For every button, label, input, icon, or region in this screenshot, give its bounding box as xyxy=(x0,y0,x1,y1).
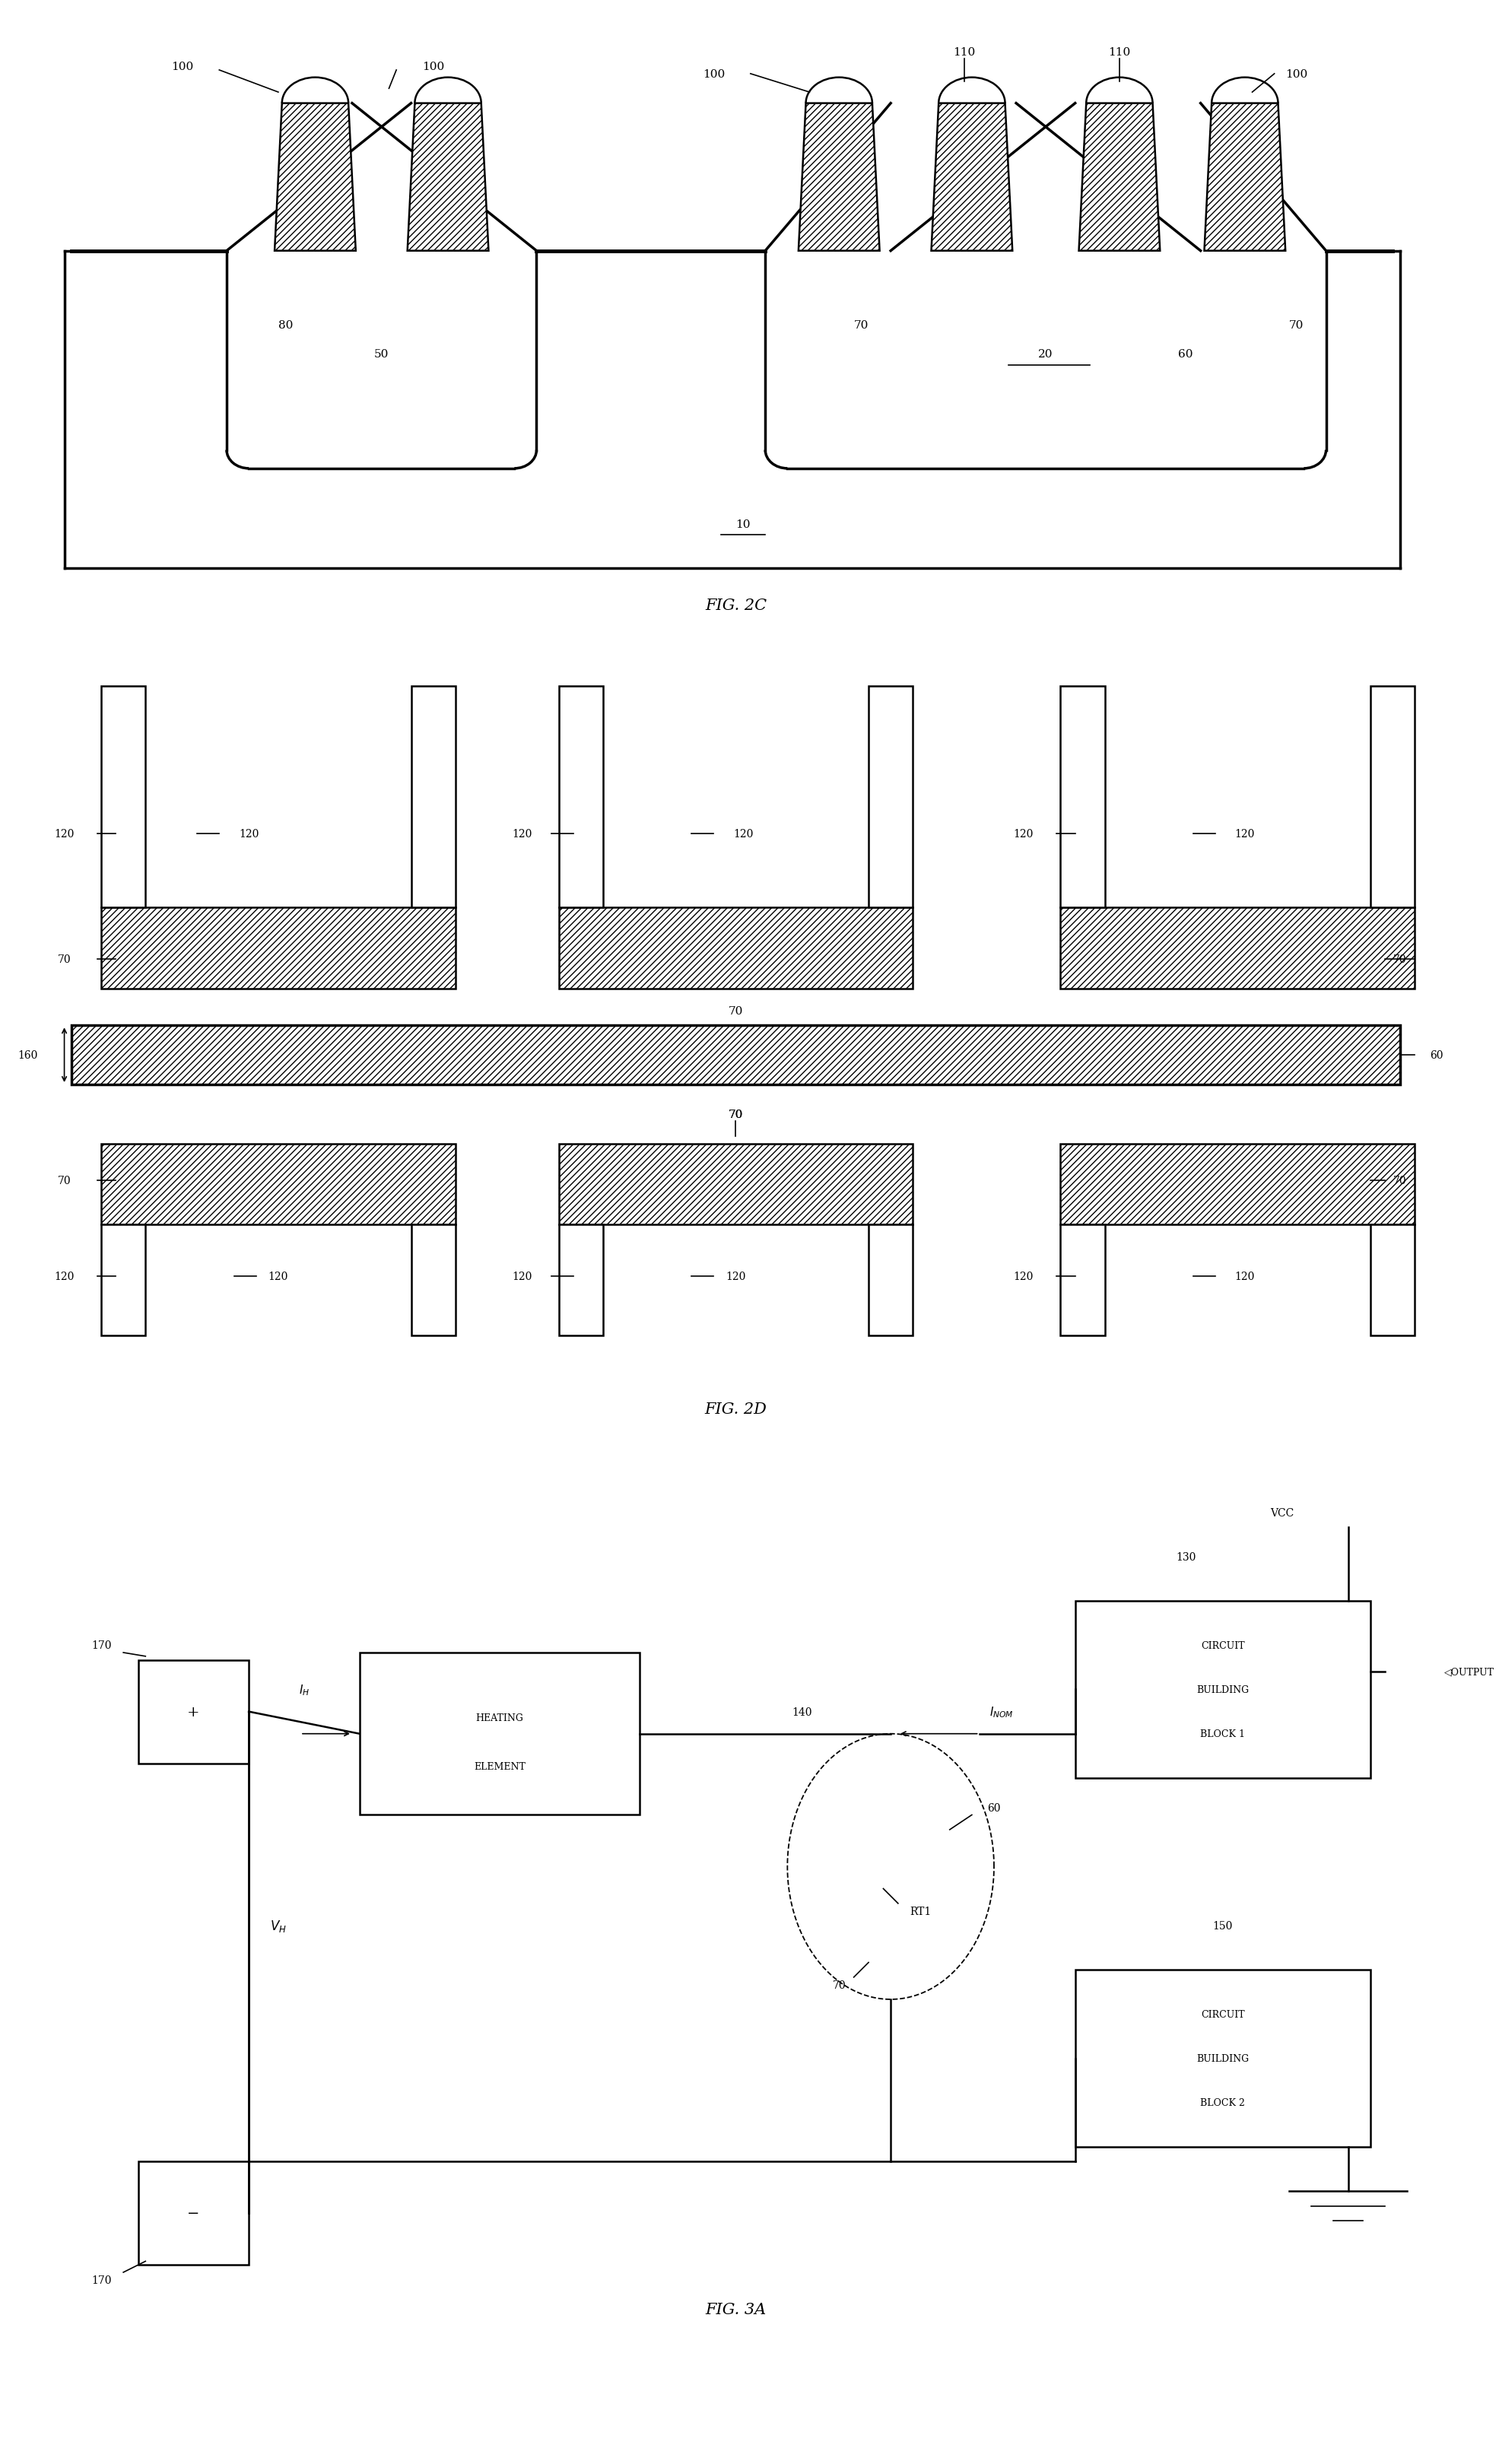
Text: 120: 120 xyxy=(511,828,532,840)
Bar xyxy=(102,1225,145,1335)
Text: 80: 80 xyxy=(279,320,292,330)
Text: 70: 70 xyxy=(57,954,70,966)
Bar xyxy=(72,1025,1400,1084)
Text: 120: 120 xyxy=(511,1271,532,1281)
Text: 70: 70 xyxy=(729,1109,744,1119)
Text: $V_H$: $V_H$ xyxy=(270,1917,286,1934)
Text: 100: 100 xyxy=(1285,69,1307,79)
Text: 120: 120 xyxy=(733,828,752,840)
Text: 120: 120 xyxy=(1235,1271,1255,1281)
Text: ◁OUTPUT: ◁OUTPUT xyxy=(1444,1668,1495,1678)
Text: 170: 170 xyxy=(91,2274,111,2284)
Text: ELEMENT: ELEMENT xyxy=(474,1762,526,1772)
Polygon shape xyxy=(931,103,1012,251)
Text: FIG. 2D: FIG. 2D xyxy=(705,1402,767,1417)
Text: 120: 120 xyxy=(1013,828,1033,840)
Text: $I_H$: $I_H$ xyxy=(298,1683,309,1698)
Text: 150: 150 xyxy=(1213,1919,1232,1932)
Text: 60: 60 xyxy=(1430,1050,1444,1060)
Bar xyxy=(102,907,456,988)
Text: RT1: RT1 xyxy=(910,1905,931,1917)
Text: 70: 70 xyxy=(57,1175,70,1185)
Bar xyxy=(138,1661,249,1764)
Text: 170: 170 xyxy=(91,1641,111,1651)
Bar xyxy=(559,1143,913,1225)
Bar xyxy=(1060,687,1105,907)
Polygon shape xyxy=(1204,103,1286,251)
Text: BUILDING: BUILDING xyxy=(1196,2053,1249,2062)
Text: $I_{NOM}$: $I_{NOM}$ xyxy=(989,1705,1013,1720)
Text: 100: 100 xyxy=(171,62,193,71)
Bar xyxy=(102,1143,456,1225)
Polygon shape xyxy=(799,103,880,251)
Bar xyxy=(102,687,145,907)
Bar xyxy=(1370,1225,1415,1335)
Text: 120: 120 xyxy=(238,828,259,840)
Bar xyxy=(1060,1143,1415,1225)
Bar xyxy=(411,1225,456,1335)
Text: 100: 100 xyxy=(703,69,724,79)
Text: 130: 130 xyxy=(1175,1552,1196,1562)
Text: CIRCUIT: CIRCUIT xyxy=(1201,1641,1244,1651)
Text: HEATING: HEATING xyxy=(475,1712,523,1722)
Text: +: + xyxy=(187,1705,199,1717)
Text: 70: 70 xyxy=(854,320,868,330)
Text: CIRCUIT: CIRCUIT xyxy=(1201,2008,1244,2018)
Text: 120: 120 xyxy=(1013,1271,1033,1281)
Bar xyxy=(1060,1225,1105,1335)
Bar xyxy=(1075,1602,1370,1779)
Bar xyxy=(868,687,913,907)
Text: 70: 70 xyxy=(1393,954,1406,966)
Text: 140: 140 xyxy=(791,1708,812,1717)
Text: 110: 110 xyxy=(953,47,976,57)
Text: 10: 10 xyxy=(736,520,751,530)
Text: 120: 120 xyxy=(54,828,75,840)
Text: VCC: VCC xyxy=(1270,1508,1294,1518)
Text: 60: 60 xyxy=(988,1801,1001,1814)
Bar xyxy=(138,2161,249,2264)
Bar xyxy=(1370,687,1415,907)
Text: 160: 160 xyxy=(18,1050,37,1060)
Bar xyxy=(559,1225,603,1335)
Bar xyxy=(559,687,603,907)
Text: 100: 100 xyxy=(423,62,444,71)
Text: 70: 70 xyxy=(729,1109,744,1119)
Text: 70: 70 xyxy=(729,1005,744,1018)
Text: BLOCK 2: BLOCK 2 xyxy=(1201,2097,1246,2107)
Text: 120: 120 xyxy=(268,1271,288,1281)
Text: FIG. 3A: FIG. 3A xyxy=(705,2301,766,2316)
Polygon shape xyxy=(408,103,489,251)
Text: 70: 70 xyxy=(832,1979,845,1991)
Text: BUILDING: BUILDING xyxy=(1196,1685,1249,1695)
Text: BLOCK 1: BLOCK 1 xyxy=(1201,1730,1246,1740)
Text: 120: 120 xyxy=(1235,828,1255,840)
Text: 20: 20 xyxy=(1039,350,1054,360)
Bar xyxy=(1060,907,1415,988)
Bar xyxy=(559,907,913,988)
Bar xyxy=(360,1653,640,1816)
Text: 120: 120 xyxy=(54,1271,75,1281)
Text: 70: 70 xyxy=(1289,320,1304,330)
Bar xyxy=(411,687,456,907)
Text: 110: 110 xyxy=(1108,47,1130,57)
Bar xyxy=(868,1225,913,1335)
Text: FIG. 2C: FIG. 2C xyxy=(705,599,766,614)
Text: 120: 120 xyxy=(726,1271,747,1281)
Bar xyxy=(1075,1969,1370,2146)
Text: 50: 50 xyxy=(375,350,388,360)
Polygon shape xyxy=(274,103,355,251)
Text: −: − xyxy=(187,2205,199,2220)
Text: 60: 60 xyxy=(1178,350,1193,360)
Polygon shape xyxy=(1079,103,1160,251)
Text: 70: 70 xyxy=(1393,1175,1406,1185)
